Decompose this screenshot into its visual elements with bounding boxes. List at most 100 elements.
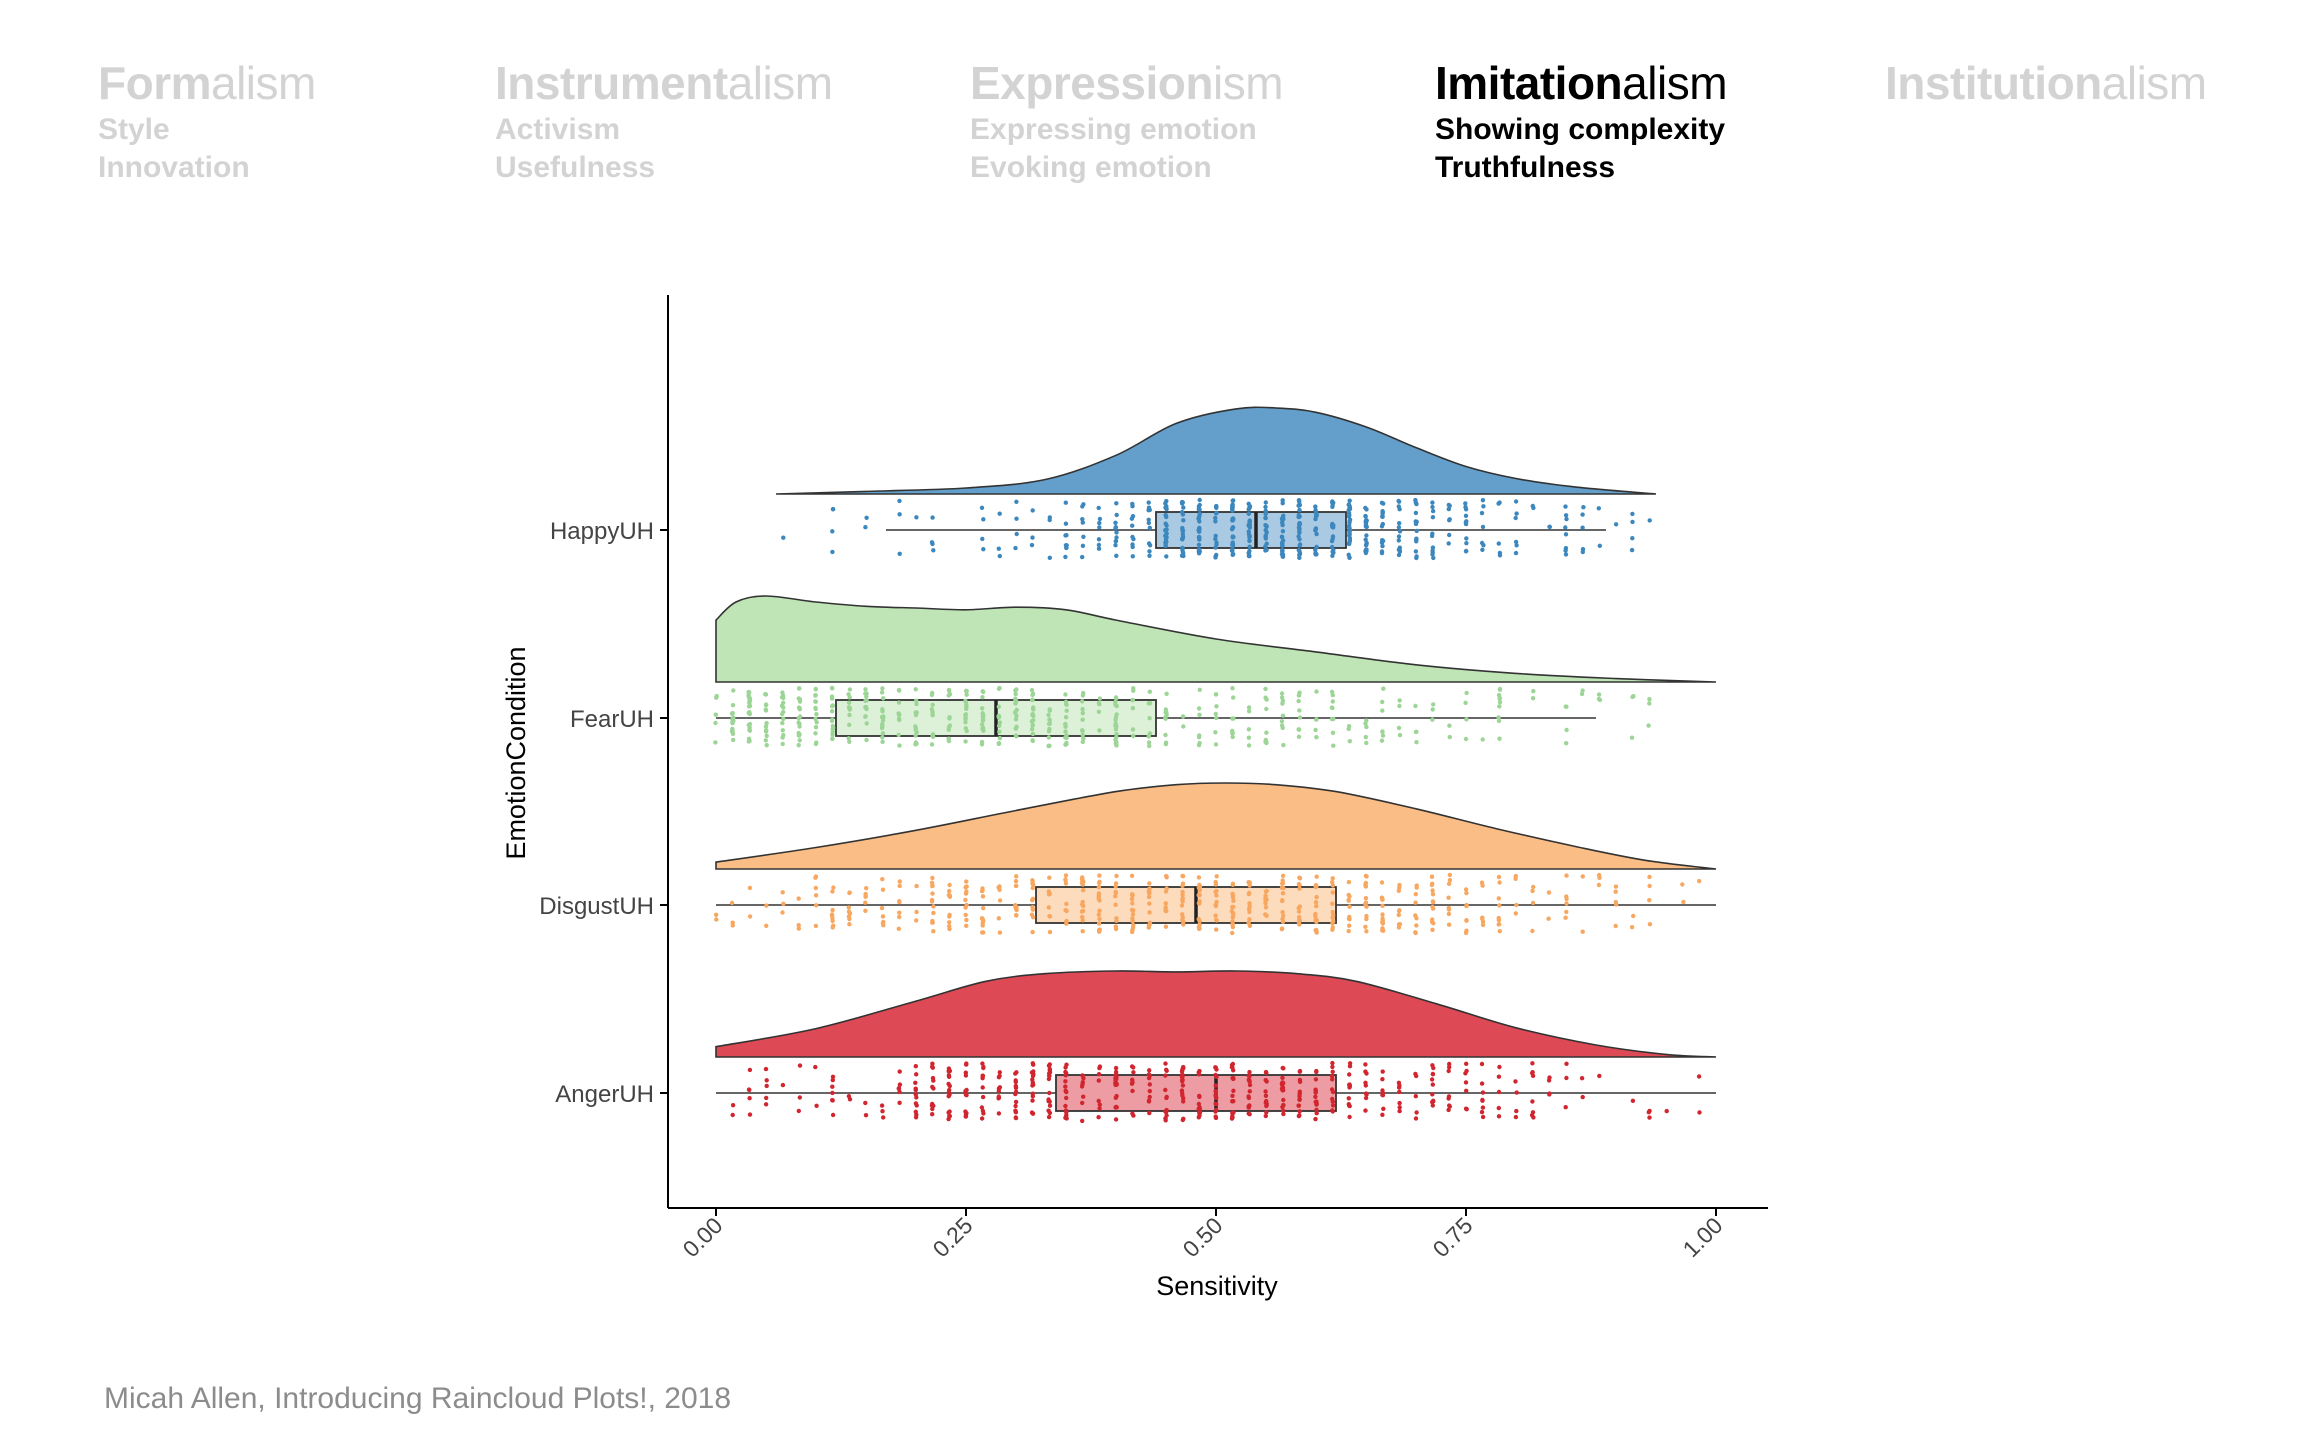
rain-point (1329, 538, 1335, 544)
rain-point (1213, 1088, 1218, 1094)
rain-point (1146, 1099, 1152, 1104)
density-cloud-AngerUH (715, 970, 1717, 1058)
rain-point (1347, 917, 1352, 922)
rain-point (1196, 535, 1202, 540)
rain-point (1146, 517, 1151, 522)
rain-point (1097, 916, 1102, 922)
rain-point (1414, 923, 1419, 928)
rain-point (1196, 547, 1202, 552)
rain-point (1096, 537, 1102, 542)
rain-point (1164, 908, 1169, 914)
rain-point (1647, 697, 1652, 702)
rain-point (1297, 886, 1302, 891)
rain-point (963, 1073, 969, 1078)
rain-point (896, 711, 901, 716)
rain-point (1163, 889, 1169, 894)
rain-point (1430, 717, 1435, 722)
rain-point (1031, 713, 1036, 719)
rain-point (1264, 1070, 1269, 1076)
rain-point (1064, 1070, 1069, 1076)
rain-point (1414, 554, 1419, 559)
rain-point (1281, 516, 1286, 522)
rain-point (1296, 512, 1302, 518)
rain-point (1029, 688, 1035, 693)
rain-point (1030, 738, 1035, 743)
rain-point (1197, 1094, 1202, 1100)
rain-point (1597, 697, 1603, 703)
rain-point (1463, 513, 1469, 518)
rain-point (1230, 881, 1236, 886)
rain-point (1030, 881, 1035, 886)
rain-point (1314, 1068, 1319, 1074)
rain-point (897, 1100, 902, 1106)
rain-point (730, 920, 735, 925)
rain-point (913, 1080, 918, 1086)
rain-point (1030, 1091, 1036, 1096)
rain-point (731, 737, 736, 743)
rain-point (1330, 699, 1336, 704)
rain-point (1197, 502, 1202, 508)
rain-point (1579, 691, 1585, 697)
rain-point (1563, 504, 1568, 509)
rain-point (1113, 699, 1118, 705)
title-rest: alism (211, 57, 316, 109)
rain-point (929, 692, 935, 698)
rain-point (1246, 891, 1252, 897)
rain-point (1163, 521, 1168, 526)
title-bold: Form (98, 57, 212, 109)
rain-point (1463, 1080, 1469, 1085)
rain-point (1464, 690, 1469, 696)
rain-point (1397, 703, 1402, 709)
rain-point (1314, 689, 1319, 694)
rain-point (1030, 896, 1036, 902)
rain-point (1030, 723, 1035, 728)
rain-point (897, 899, 902, 904)
rain-point (1213, 545, 1218, 550)
rain-point (1429, 882, 1435, 888)
rain-point (1113, 717, 1118, 722)
rain-point (814, 712, 819, 717)
rain-point (1297, 922, 1302, 927)
rain-point (897, 551, 902, 556)
rain-point (1296, 727, 1302, 732)
rain-point (1081, 888, 1086, 893)
density-cloud-FearUH (715, 595, 1717, 683)
rain-point (1280, 698, 1286, 703)
rain-point (1063, 1084, 1068, 1089)
rain-point (747, 1067, 753, 1073)
rain-point (897, 1089, 902, 1095)
rain-point (980, 1061, 985, 1066)
rain-point (1096, 542, 1102, 548)
rain-point (863, 687, 868, 692)
rain-point (1363, 550, 1369, 556)
rain-point (830, 1077, 835, 1083)
rain-point (1397, 732, 1403, 738)
rain-point (1496, 693, 1502, 698)
rain-point (1363, 882, 1368, 887)
rain-point (1347, 517, 1353, 522)
rain-point (1080, 914, 1085, 920)
rain-point (1446, 1068, 1451, 1074)
rain-point (764, 743, 769, 748)
rain-point (1163, 1061, 1168, 1066)
rain-point (1230, 716, 1235, 721)
rain-point (963, 712, 969, 717)
rain-point (796, 733, 802, 738)
rain-point (1346, 928, 1351, 934)
rain-point (947, 1068, 953, 1074)
rain-point (1114, 712, 1119, 717)
rain-point (1313, 547, 1318, 553)
rain-point (1630, 1098, 1636, 1104)
rain-point (1330, 1077, 1335, 1082)
rain-point (1363, 896, 1369, 901)
rain-point (1364, 524, 1369, 529)
rain-point (1280, 910, 1285, 915)
rain-point (1396, 908, 1402, 914)
rain-point (1314, 1111, 1319, 1116)
rain-point (914, 515, 919, 520)
rain-point (1397, 885, 1402, 890)
rain-point (1313, 1077, 1319, 1082)
rain-point (1597, 875, 1602, 880)
rain-point (1281, 1097, 1286, 1103)
rain-point (1063, 729, 1068, 734)
